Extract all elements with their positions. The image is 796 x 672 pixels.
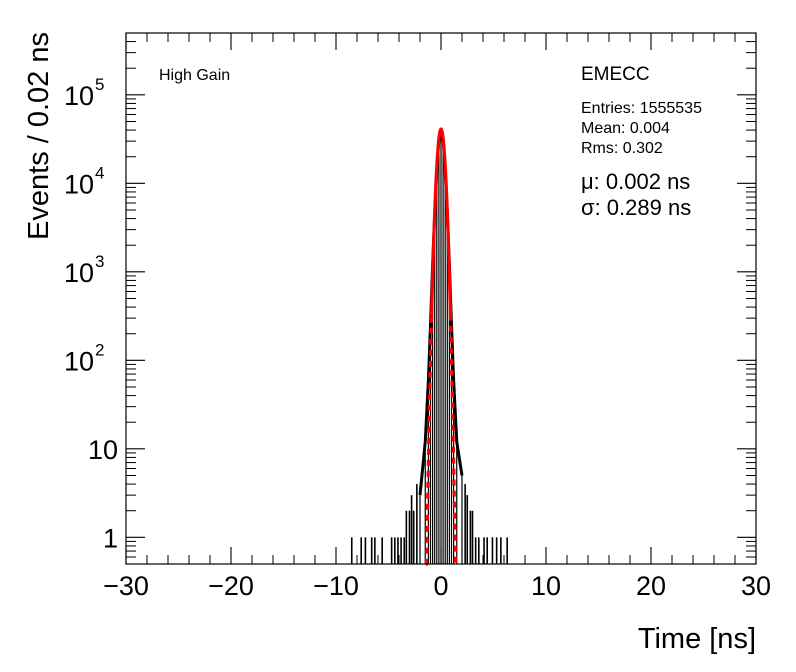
x-tick-label: 10: [531, 571, 561, 601]
stats-mean: Mean: 0.004: [581, 120, 670, 137]
stats-entries: Entries: 1555535: [581, 100, 702, 117]
x-tick-label: −20: [208, 571, 254, 601]
gain-label: High Gain: [159, 67, 230, 84]
y-tick-exponent: 2: [95, 340, 104, 359]
y-tick-label: 10: [64, 258, 94, 288]
x-axis-title: Time [ns]: [638, 623, 756, 655]
fit-sigma-label: σ: 0.289 ns: [581, 195, 691, 220]
y-axis-title: Events / 0.02 ns: [23, 32, 55, 240]
x-tick-label: −30: [103, 571, 149, 601]
x-tick-label: 20: [636, 571, 666, 601]
x-tick-label: 30: [741, 571, 771, 601]
y-tick-label: 10: [64, 81, 94, 111]
y-tick-label: 10: [64, 169, 94, 199]
fit-mu-label: μ: 0.002 ns: [581, 169, 690, 194]
y-tick-label: 1: [103, 523, 118, 553]
stats-rms: Rms: 0.302: [581, 140, 663, 157]
y-tick-label: 10: [88, 435, 118, 465]
y-tick-exponent: 4: [95, 163, 104, 182]
gaussian-fit: [424, 127, 458, 566]
y-tick-label: 10: [64, 346, 94, 376]
region-label: EMECC: [581, 64, 650, 85]
y-tick-exponent: 3: [95, 252, 104, 271]
plot-frame: [125, 32, 757, 565]
fit-curve: [429, 127, 453, 317]
x-tick-label: 0: [433, 571, 448, 601]
x-tick-label: −10: [313, 571, 359, 601]
histogram-data: [350, 127, 508, 564]
y-tick-exponent: 5: [95, 75, 104, 94]
